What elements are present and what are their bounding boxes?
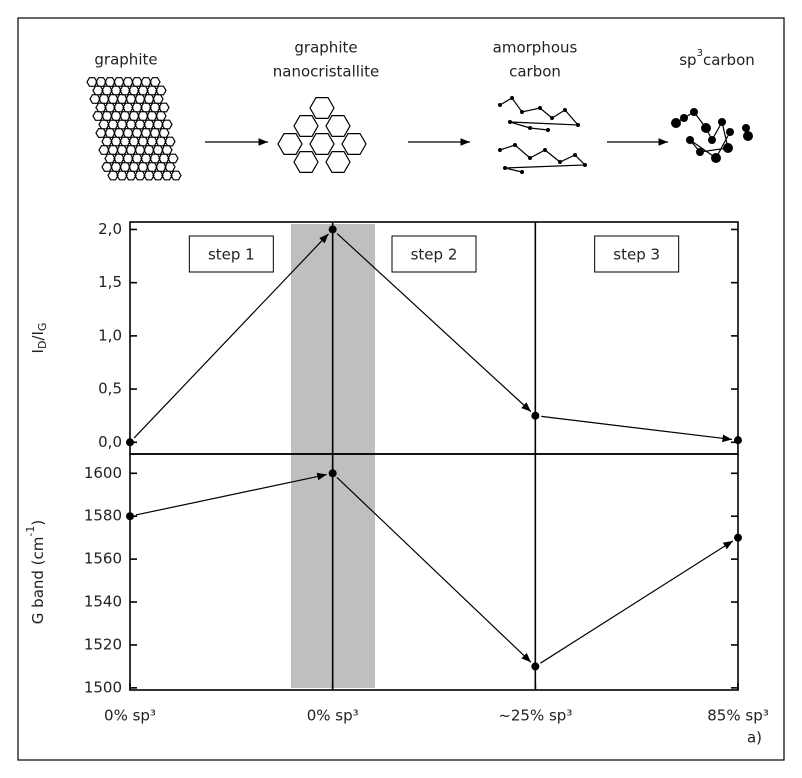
atom — [543, 148, 547, 152]
y-tick-label: 1600 — [84, 464, 122, 482]
step-box — [391, 235, 477, 273]
x-tick-label: 0% sp³ — [104, 707, 156, 725]
text-part: G — [36, 323, 49, 332]
atom — [711, 153, 721, 163]
atom — [503, 166, 507, 170]
atom — [726, 128, 734, 136]
y-tick-label: 1,0 — [98, 326, 122, 344]
y-tick-label: 1540 — [84, 593, 122, 611]
step-box — [188, 235, 274, 273]
stage-label: sp3carbon — [679, 48, 755, 69]
atom — [508, 120, 512, 124]
x-tick-label: ~25% sp³ — [498, 707, 572, 725]
data-point — [328, 225, 337, 234]
stage-label: graphite — [294, 39, 357, 57]
connector — [336, 477, 532, 663]
atom — [573, 153, 577, 157]
atom — [538, 106, 542, 110]
y-axis-label: G band (cm-1) — [24, 520, 47, 624]
atom — [576, 123, 580, 127]
y-tick-label: 1560 — [84, 550, 122, 568]
text-part: I — [29, 349, 47, 353]
text-part: 3 — [697, 48, 703, 59]
y-tick-label: 1500 — [84, 678, 122, 696]
connector — [336, 233, 532, 413]
atom — [520, 110, 524, 114]
atom — [563, 108, 567, 112]
data-point — [734, 533, 742, 542]
atom — [690, 108, 698, 116]
atom — [743, 131, 753, 141]
data-point — [734, 436, 742, 445]
data-point — [531, 411, 540, 420]
step-box — [594, 235, 680, 273]
atom — [520, 170, 524, 174]
data-point — [126, 512, 134, 521]
step-label: step 2 — [411, 246, 458, 264]
atom — [513, 143, 517, 147]
panel-label: a) — [747, 729, 762, 747]
connector — [540, 540, 734, 664]
data-point — [328, 469, 337, 478]
data-point — [126, 438, 134, 447]
text-part: D — [36, 341, 49, 349]
x-tick-label: 85% sp³ — [707, 707, 768, 725]
atom — [742, 124, 750, 132]
atom — [680, 114, 688, 122]
atom — [671, 118, 681, 128]
atom — [708, 136, 716, 144]
text-part: -1 — [24, 526, 37, 537]
text-part: /I — [29, 331, 47, 340]
step-label: step 1 — [208, 246, 255, 264]
atom — [696, 148, 704, 156]
atom — [510, 96, 514, 100]
y-tick-label: 1,5 — [98, 273, 122, 291]
y-tick-label: 1580 — [84, 507, 122, 525]
y-tick-label: 0,5 — [98, 380, 122, 398]
atom — [718, 118, 726, 126]
x-tick-label: 0% sp³ — [307, 707, 359, 725]
text-part: sp — [679, 51, 696, 69]
connector — [541, 415, 733, 443]
text-part: G band (cm — [29, 537, 47, 625]
frame — [17, 17, 785, 761]
y-axis-label: ID/IG — [29, 323, 50, 354]
text-part: ) — [29, 520, 47, 526]
stage-label: carbon — [509, 63, 561, 81]
connector — [133, 233, 329, 439]
atom — [701, 123, 711, 133]
stage-label: graphite — [94, 51, 157, 69]
graphite-icon — [86, 77, 182, 181]
atom — [498, 148, 502, 152]
step-label: step 3 — [613, 246, 660, 264]
data-point — [531, 662, 540, 671]
atom — [583, 163, 587, 167]
atom — [550, 116, 554, 120]
y-tick-label: 2,0 — [98, 220, 122, 238]
amorphous-icon — [499, 97, 587, 173]
nanocrystallite-icon — [277, 97, 367, 173]
atom — [558, 160, 562, 164]
text-part: carbon — [703, 51, 755, 69]
y-tick-label: 0,0 — [98, 433, 122, 451]
atom — [546, 128, 550, 132]
structure-icons — [86, 77, 753, 181]
stage-label: amorphous — [493, 39, 578, 57]
atom — [528, 156, 532, 160]
connector — [135, 472, 327, 516]
atom — [686, 136, 694, 144]
atom — [498, 103, 502, 107]
atom — [723, 143, 733, 153]
plot-frame — [129, 453, 739, 691]
stage-label: nanocristallite — [273, 63, 379, 81]
atom — [528, 126, 532, 130]
y-tick-label: 1520 — [84, 635, 122, 653]
